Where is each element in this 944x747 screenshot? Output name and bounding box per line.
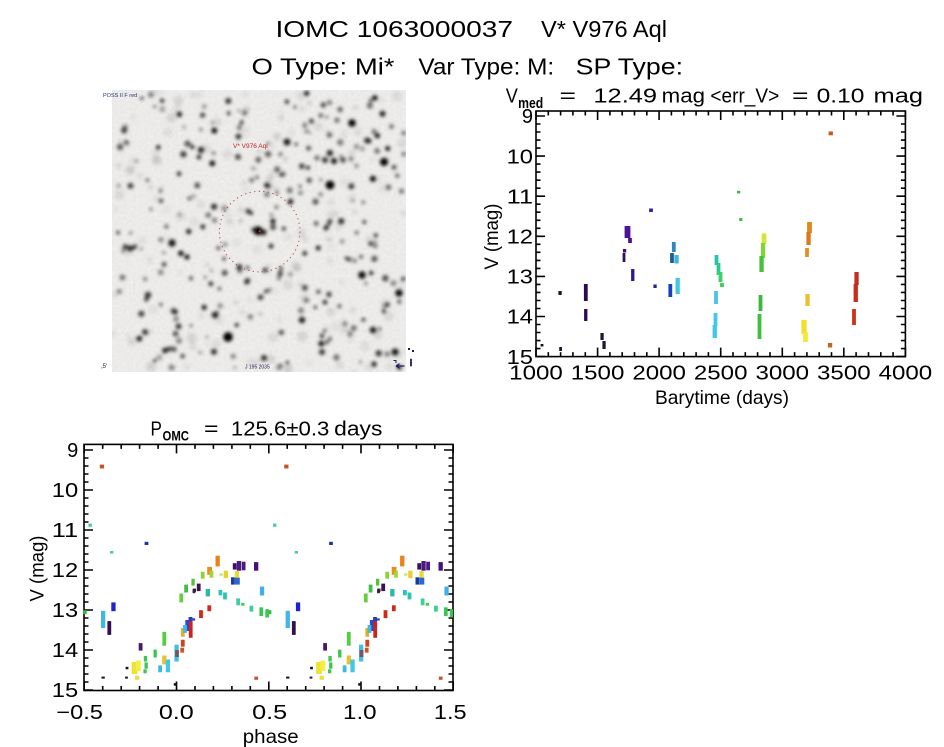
svg-text:=: = — [204, 418, 219, 441]
svg-text:,5': ,5' — [101, 364, 107, 370]
svg-text:12: 12 — [52, 560, 78, 582]
svg-text:P: P — [151, 418, 162, 441]
svg-text:13: 13 — [507, 267, 533, 289]
svg-text:O Type: Mi*: O Type: Mi* — [252, 54, 395, 80]
svg-text:mag: mag — [662, 85, 705, 108]
svg-text:10: 10 — [52, 480, 78, 502]
svg-text:0.5: 0.5 — [252, 702, 287, 724]
svg-text:0.10: 0.10 — [817, 85, 865, 108]
svg-text:days: days — [334, 418, 382, 441]
svg-text:V* V976 Aql: V* V976 Aql — [233, 143, 268, 150]
svg-text:14: 14 — [507, 307, 533, 329]
svg-text:15: 15 — [507, 347, 533, 369]
svg-text:1.5: 1.5 — [434, 702, 467, 724]
svg-text:=: = — [560, 85, 577, 108]
svg-text:2500: 2500 — [694, 363, 748, 385]
svg-text:9: 9 — [67, 440, 78, 462]
svg-text:0.0: 0.0 — [159, 702, 194, 724]
svg-text:V (mag): V (mag) — [27, 536, 49, 602]
svg-text:10: 10 — [507, 146, 533, 168]
svg-text:=: = — [792, 85, 809, 108]
svg-text:Barytime (days): Barytime (days) — [655, 387, 789, 409]
svg-text:1.0: 1.0 — [343, 702, 377, 724]
svg-text:SP Type:: SP Type: — [576, 54, 683, 80]
svg-text:11: 11 — [52, 520, 78, 542]
svg-text:phase: phase — [243, 726, 299, 747]
svg-text:1000: 1000 — [509, 363, 563, 385]
svg-text:1500: 1500 — [571, 363, 625, 385]
svg-text:13: 13 — [52, 600, 78, 622]
svg-text:<err_V>: <err_V> — [710, 85, 779, 108]
svg-text:V (mag): V (mag) — [481, 204, 503, 270]
svg-text:15: 15 — [52, 680, 78, 702]
svg-text:POSS II F red: POSS II F red — [103, 93, 137, 99]
svg-text:V: V — [506, 85, 518, 108]
svg-text:−0.5: −0.5 — [56, 702, 103, 724]
svg-text:J 195 2035: J 195 2035 — [245, 365, 270, 371]
svg-text:3500: 3500 — [817, 363, 871, 385]
svg-text:4000: 4000 — [879, 363, 933, 385]
svg-text:12: 12 — [507, 227, 533, 249]
svg-text:11: 11 — [507, 186, 533, 208]
svg-text:med: med — [518, 95, 543, 112]
svg-text:mag: mag — [874, 85, 924, 108]
svg-text:2000: 2000 — [632, 363, 686, 385]
svg-text:Var Type: M:: Var Type: M: — [418, 54, 554, 80]
svg-text:IOMC 1063000037: IOMC 1063000037 — [276, 16, 514, 42]
svg-text:125.6±0.3: 125.6±0.3 — [231, 418, 330, 441]
svg-text:OMC: OMC — [163, 429, 190, 444]
svg-text:9: 9 — [522, 106, 533, 128]
svg-text:14: 14 — [52, 640, 78, 662]
svg-text:12.49: 12.49 — [593, 85, 657, 108]
svg-text:V* V976 Aql: V* V976 Aql — [541, 16, 667, 42]
svg-text:3000: 3000 — [755, 363, 809, 385]
